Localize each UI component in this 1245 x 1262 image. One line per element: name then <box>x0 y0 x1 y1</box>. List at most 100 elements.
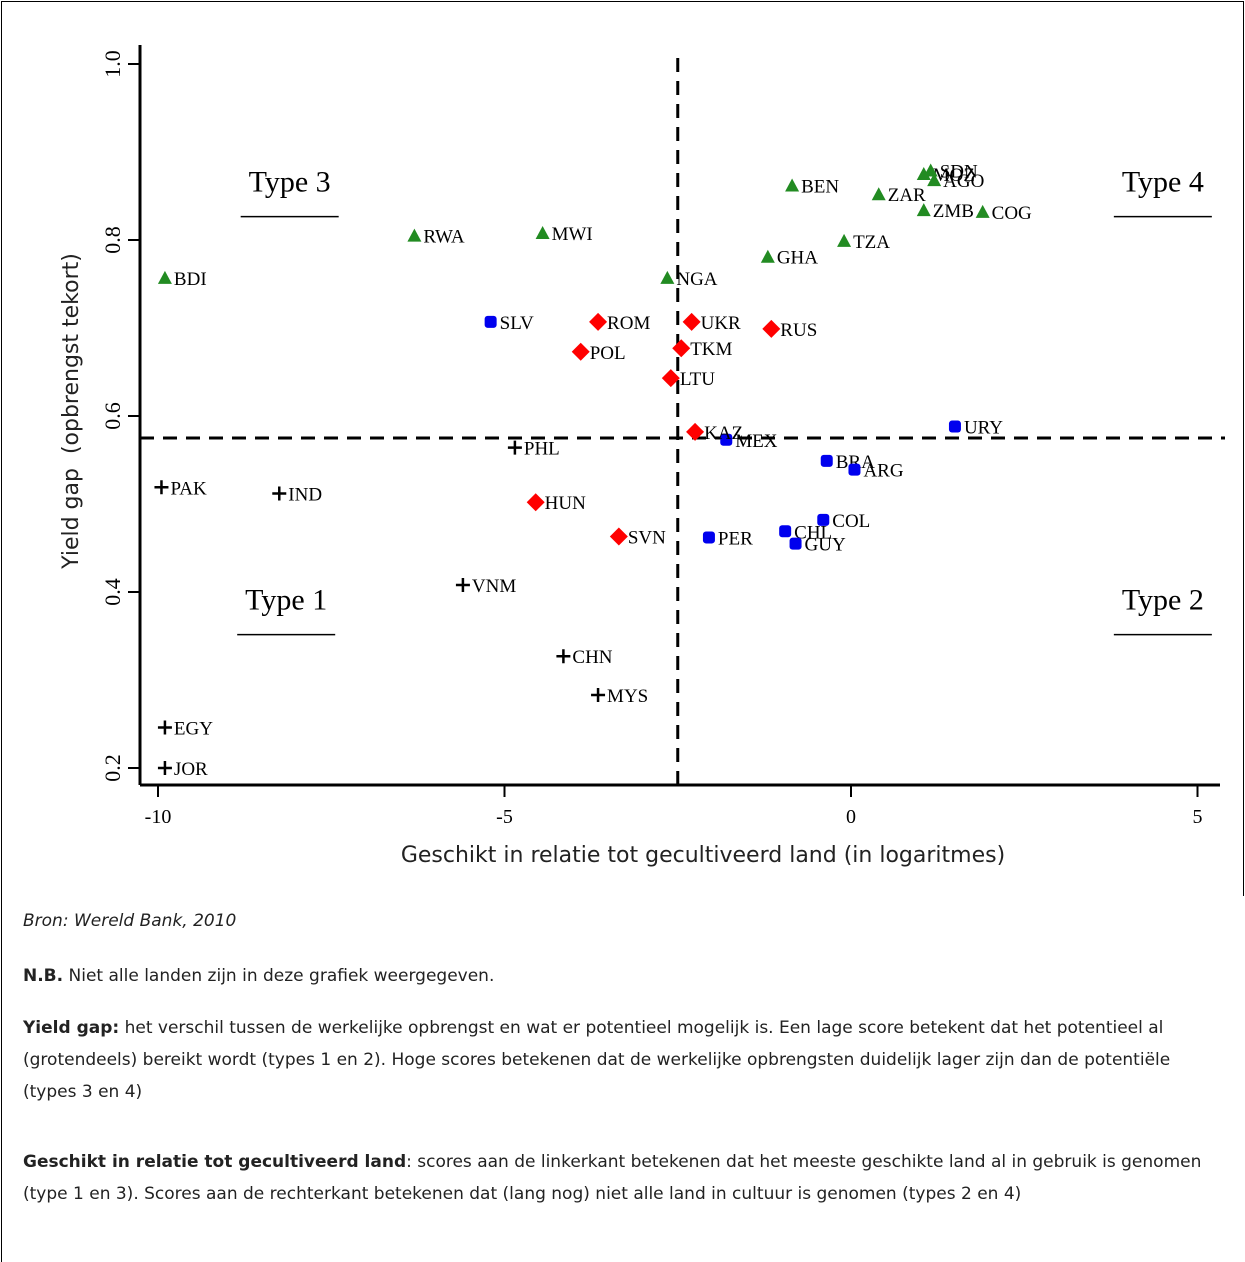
point-label-tkm: TKM <box>690 339 732 360</box>
point-ago <box>927 173 942 187</box>
nb-note: N.B. Niet alle landen zijn in deze grafi… <box>23 960 1228 992</box>
point-label-zar: ZAR <box>888 185 926 206</box>
point-nga <box>660 270 675 284</box>
point-label-per: PER <box>718 528 753 549</box>
land-label: Geschikt in relatie tot gecultiveerd lan… <box>23 1152 407 1172</box>
point-label-mys: MYS <box>607 686 648 707</box>
y-tick-label: 0.2 <box>100 754 125 782</box>
land-text: : scores aan de linkerkant betekenen dat… <box>23 1152 1202 1204</box>
point-label-hun: HUN <box>545 493 586 514</box>
quadrant-dividers <box>140 58 1225 785</box>
point-label-kaz: KAZ <box>704 423 743 444</box>
point-mys <box>591 687 606 702</box>
y-tick-label: 0.6 <box>100 402 125 430</box>
point-bra <box>820 454 833 467</box>
point-label-ben: BEN <box>801 176 839 197</box>
point-label-bdi: BDI <box>174 269 207 290</box>
point-vnm <box>455 577 470 592</box>
point-ukr <box>682 312 701 331</box>
point-label-ind: IND <box>288 484 322 505</box>
nb-text: Niet alle landen zijn in deze grafiek we… <box>63 966 495 986</box>
point-col <box>817 513 830 526</box>
point-label-rwa: RWA <box>423 227 464 248</box>
point-tza <box>837 233 852 247</box>
point-label-tza: TZA <box>853 232 890 253</box>
quadrant-label: Type 4 <box>1122 166 1204 199</box>
point-label-jor: JOR <box>174 759 208 780</box>
point-ury <box>948 420 961 433</box>
point-svn <box>609 527 628 546</box>
point-tkm <box>672 339 691 358</box>
point-pak <box>154 480 169 495</box>
x-tick-label: -10 <box>145 806 172 828</box>
point-label-gha: GHA <box>777 248 818 269</box>
point-label-nga: NGA <box>676 269 717 290</box>
point-label-pak: PAK <box>170 478 207 499</box>
y-tick-label: 1.0 <box>100 50 125 78</box>
point-label-zmb: ZMB <box>933 201 974 222</box>
point-label-ukr: UKR <box>701 313 741 334</box>
point-ben <box>785 178 800 192</box>
y-axis-label: Yield gap (opbrengst tekort) <box>59 253 84 570</box>
yield-gap-note: Yield gap: het verschil tussen de werkel… <box>23 1012 1228 1108</box>
quadrant-label: Type 1 <box>245 584 327 617</box>
point-pol <box>571 342 590 361</box>
point-label-arg: ARG <box>863 461 903 482</box>
point-label-moz: MOZ <box>933 165 975 186</box>
x-axis-label: Geschikt in relatie tot gecultiveerd lan… <box>401 843 1005 868</box>
point-arg <box>848 463 861 476</box>
point-egy <box>157 720 172 735</box>
point-phl <box>507 440 522 455</box>
point-mex <box>720 433 733 446</box>
point-rom <box>589 312 608 331</box>
point-cog <box>975 204 990 218</box>
x-tick-label: 0 <box>846 806 856 828</box>
point-label-mwi: MWI <box>552 224 593 245</box>
point-label-cog: COG <box>992 203 1032 224</box>
point-label-pol: POL <box>590 343 626 364</box>
point-label-egy: EGY <box>174 719 213 740</box>
point-ltu <box>661 369 680 388</box>
quadrant-label: Type 2 <box>1122 584 1204 617</box>
point-label-bra: BRA <box>836 452 875 473</box>
point-label-rus: RUS <box>780 320 817 341</box>
x-tick-label: -5 <box>496 806 513 828</box>
point-bdi <box>157 270 172 284</box>
point-label-slv: SLV <box>500 313 534 334</box>
point-label-chn: CHN <box>572 647 612 668</box>
point-label-svn: SVN <box>628 528 666 549</box>
point-per <box>702 531 715 544</box>
point-slv <box>484 315 497 328</box>
point-label-guy: GUY <box>805 535 846 556</box>
chart-axes: -10 -5 0 5 0.2 0.4 0.6 0.8 1.0 <box>100 45 1220 828</box>
point-label-col: COL <box>832 511 870 532</box>
point-label-ago: AGO <box>943 171 984 192</box>
point-chl <box>779 525 792 538</box>
frame-border-left <box>1 1 2 1262</box>
yield-gap-text: het verschil tussen de werkelijke opbren… <box>23 1018 1171 1102</box>
point-chn <box>556 649 571 664</box>
point-label-chl: CHL <box>794 522 832 543</box>
point-label-sdn: SDN <box>940 161 978 182</box>
y-tick-label: 0.8 <box>100 226 125 254</box>
point-label-phl: PHL <box>524 439 560 460</box>
scatter-chart: -10 -5 0 50.20.40.60.81.0 Type 3 Type 4Type … <box>59 45 1225 868</box>
point-label-rom: ROM <box>607 313 650 334</box>
point-rwa <box>407 228 422 242</box>
point-jor <box>157 761 172 775</box>
point-label-ury: URY <box>964 418 1003 439</box>
source-note: Bron: Wereld Bank, 2010 <box>23 911 237 931</box>
frame-border-right <box>1243 1 1244 896</box>
quadrant-label: Type 3 <box>249 166 331 199</box>
point-moz <box>916 167 931 180</box>
point-zmb <box>916 203 931 217</box>
point-guy <box>789 537 802 550</box>
point-label-ltu: LTU <box>680 369 715 390</box>
point-label-vnm: VNM <box>472 576 516 597</box>
y-tick-label: 0.4 <box>100 578 125 606</box>
frame-border-top <box>1 1 1244 2</box>
point-hun <box>526 493 545 512</box>
point-label-mex: MEX <box>735 431 778 452</box>
